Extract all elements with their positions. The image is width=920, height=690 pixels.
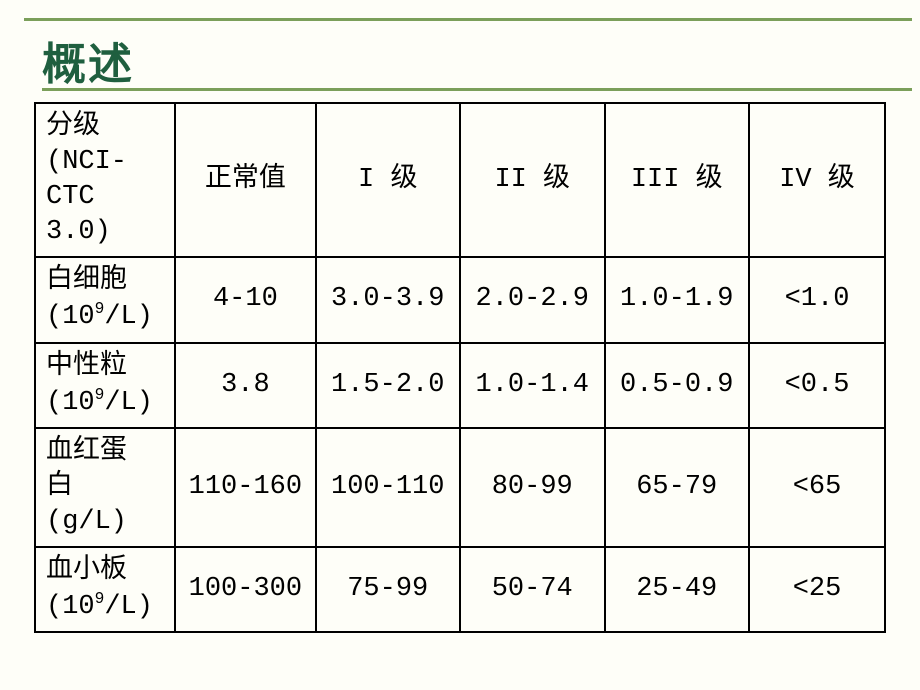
row-label: 中性粒(109/L) [35,343,175,428]
cell-g4: <65 [749,428,885,547]
cell-g4: <0.5 [749,343,885,428]
table-row: 中性粒(109/L)3.81.5-2.01.0-1.40.5-0.9<0.5 [35,343,885,428]
cell-g1: 75-99 [316,547,461,632]
row-label: 血红蛋白(g/L) [35,428,175,547]
header-cell-label: 分级(NCI-CTC3.0) [35,103,175,257]
title-underline [42,88,912,91]
header-cell-g3: III 级 [605,103,750,257]
grading-table-wrap: 分级(NCI-CTC3.0)正常值I 级II 级III 级IV 级白细胞(109… [34,102,886,633]
cell-normal: 110-160 [175,428,315,547]
cell-g2: 1.0-1.4 [460,343,605,428]
cell-g3: 1.0-1.9 [605,257,750,342]
cell-g2: 80-99 [460,428,605,547]
header-cell-g4: IV 级 [749,103,885,257]
cell-g4: <25 [749,547,885,632]
cell-normal: 3.8 [175,343,315,428]
cell-g2: 50-74 [460,547,605,632]
cell-g3: 25-49 [605,547,750,632]
table-row: 白细胞(109/L)4-103.0-3.92.0-2.91.0-1.9<1.0 [35,257,885,342]
cell-g4: <1.0 [749,257,885,342]
cell-g2: 2.0-2.9 [460,257,605,342]
page-title: 概述 [42,28,134,92]
cell-normal: 4-10 [175,257,315,342]
cell-g1: 3.0-3.9 [316,257,461,342]
table-row: 血小板(109/L)100-30075-9950-7425-49<25 [35,547,885,632]
grading-table: 分级(NCI-CTC3.0)正常值I 级II 级III 级IV 级白细胞(109… [34,102,886,633]
table-row: 血红蛋白(g/L)110-160100-11080-9965-79<65 [35,428,885,547]
table-header-row: 分级(NCI-CTC3.0)正常值I 级II 级III 级IV 级 [35,103,885,257]
row-label: 白细胞(109/L) [35,257,175,342]
cell-g1: 100-110 [316,428,461,547]
cell-g3: 0.5-0.9 [605,343,750,428]
cell-normal: 100-300 [175,547,315,632]
header-cell-normal: 正常值 [175,103,315,257]
header-cell-g1: I 级 [316,103,461,257]
top-rule [24,18,912,21]
row-label: 血小板(109/L) [35,547,175,632]
cell-g1: 1.5-2.0 [316,343,461,428]
header-cell-g2: II 级 [460,103,605,257]
cell-g3: 65-79 [605,428,750,547]
